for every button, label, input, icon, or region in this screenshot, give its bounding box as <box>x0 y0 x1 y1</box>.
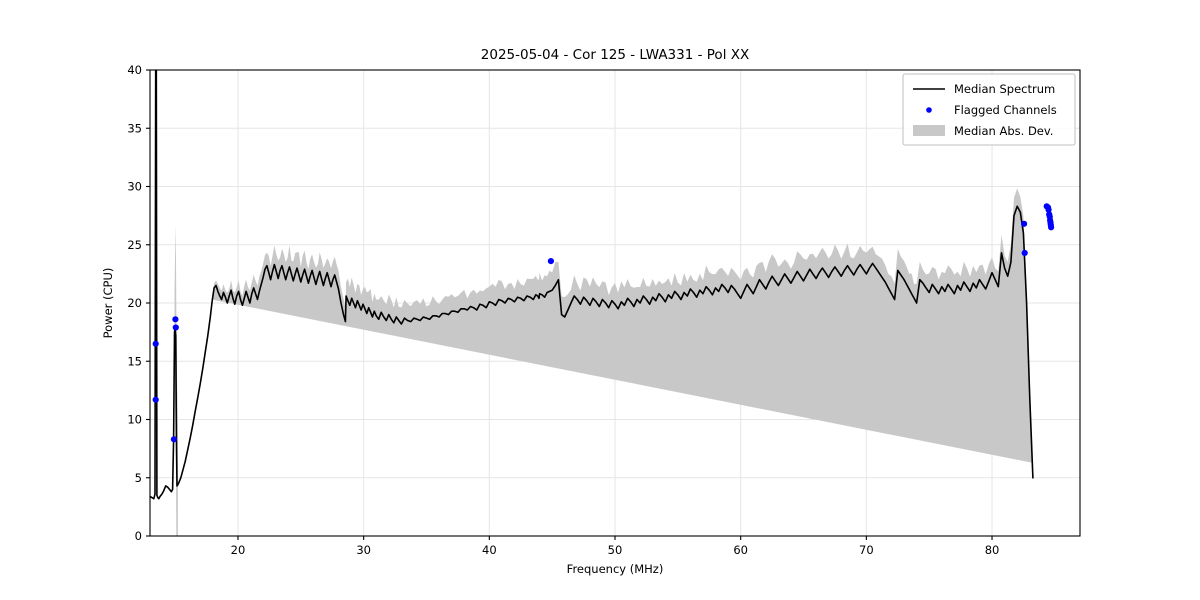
x-axis-label: Frequency (MHz) <box>567 562 664 576</box>
y-tick-label: 40 <box>127 63 142 77</box>
legend-label-median-spectrum: Median Spectrum <box>954 82 1055 96</box>
flagged-channel-point <box>1021 249 1028 256</box>
legend-label-median-abs-dev: Median Abs. Dev. <box>954 124 1053 138</box>
y-tick-label: 10 <box>127 413 142 427</box>
chart-legend: Median Spectrum Flagged Channels Median … <box>902 73 1076 146</box>
legend-box <box>902 73 1076 146</box>
y-tick-label: 20 <box>127 296 142 310</box>
x-tick-label: 60 <box>733 543 748 557</box>
flagged-channel-point <box>152 340 159 347</box>
legend-swatch-flagged-channels <box>926 107 932 113</box>
chart-title: 2025-05-04 - Cor 125 - LWA331 - Pol XX <box>481 47 749 63</box>
y-tick-label: 25 <box>127 238 142 252</box>
x-tick-label: 30 <box>356 543 371 557</box>
axis-ticks: 20 30 40 50 60 70 80 0 5 10 15 20 25 30 35 40 <box>127 63 999 557</box>
flagged-channel-point <box>1021 220 1028 227</box>
y-tick-label: 5 <box>135 471 142 485</box>
flagged-channel-point <box>172 316 179 323</box>
flagged-channel-point <box>1045 206 1052 213</box>
y-tick-label: 15 <box>127 354 142 368</box>
x-tick-label: 70 <box>859 543 874 557</box>
data-layer <box>150 70 1055 536</box>
x-tick-label: 50 <box>608 543 623 557</box>
legend-label-flagged-channels: Flagged Channels <box>954 103 1057 117</box>
x-tick-label: 20 <box>231 543 246 557</box>
x-tick-label: 80 <box>985 543 1000 557</box>
y-tick-label: 35 <box>127 121 142 135</box>
y-tick-label: 0 <box>135 529 142 543</box>
flagged-channel-point <box>170 436 177 443</box>
flagged-channel-point <box>547 258 555 265</box>
flagged-channel-point <box>172 324 179 331</box>
legend-swatch-median-abs-dev <box>913 125 945 136</box>
flagged-channel-points <box>152 203 1055 443</box>
flagged-channel-point <box>1048 224 1055 231</box>
y-tick-label: 30 <box>127 180 142 194</box>
y-axis-label: Power (CPU) <box>101 268 115 339</box>
median-spectrum-line <box>150 70 1034 500</box>
flagged-channel-point <box>152 396 159 403</box>
x-tick-label: 40 <box>482 543 497 557</box>
